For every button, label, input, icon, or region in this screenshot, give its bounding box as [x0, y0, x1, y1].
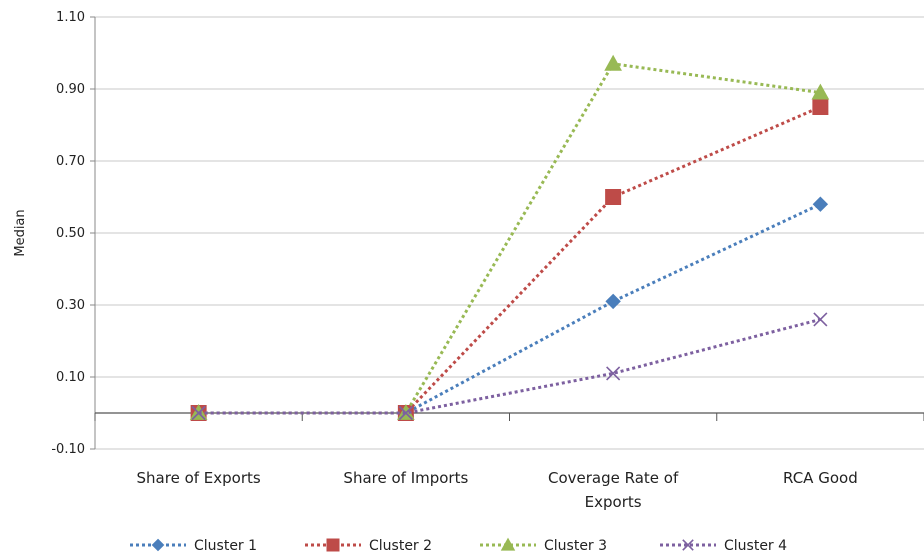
legend-item: Cluster 4 — [660, 538, 787, 554]
data-point — [398, 405, 413, 421]
y-tick-label: -0.10 — [51, 442, 85, 457]
y-tick-label: 0.90 — [56, 82, 85, 97]
y-tick-label: 0.30 — [56, 298, 85, 313]
y-axis-ticks: 1.10 0.90 0.70 0.50 0.30 0.10 -0.10 — [51, 10, 85, 457]
data-point — [606, 366, 621, 381]
series-1 — [190, 196, 829, 421]
data-point — [605, 189, 622, 205]
legend: Cluster 1 Cluster 2 Cluster 3 Cluster 4 — [130, 537, 787, 554]
series-line — [198, 105, 821, 415]
legend-label: Cluster 1 — [194, 538, 257, 554]
x-axis: Share of Exports Share of Imports Coverage… — [94, 17, 924, 511]
series-line — [198, 317, 821, 415]
legend-label: Cluster 4 — [724, 538, 787, 554]
data-point — [191, 405, 206, 421]
data-point — [604, 54, 622, 71]
data-point — [813, 312, 828, 327]
x-tick-label: Coverage Rate of — [548, 469, 679, 487]
data-point — [812, 196, 829, 212]
x-tick-label: Share of Imports — [343, 469, 468, 487]
series-line — [198, 62, 821, 415]
series-2 — [190, 99, 829, 421]
legend-item: Cluster 3 — [480, 537, 607, 554]
series-layer — [189, 54, 830, 421]
series-line — [198, 202, 822, 415]
y-tick-label: 0.70 — [56, 154, 85, 169]
x-tick-label: RCA Good — [783, 469, 858, 487]
x-tick-label: Share of Exports — [137, 469, 261, 487]
data-point — [605, 293, 621, 310]
gridlines — [90, 16, 924, 450]
series-3 — [189, 54, 830, 420]
legend-marker — [326, 538, 340, 552]
legend-item: Cluster 2 — [305, 538, 432, 554]
y-tick-label: 0.50 — [56, 226, 85, 241]
data-point — [812, 99, 829, 115]
legend-marker — [682, 539, 694, 551]
legend-marker — [151, 538, 165, 552]
data-point — [811, 83, 830, 100]
y-tick-label: 0.10 — [56, 370, 85, 385]
x-tick-label: Exports — [585, 493, 642, 511]
legend-label: Cluster 3 — [544, 538, 607, 554]
y-tick-label: 1.10 — [56, 10, 85, 25]
legend-item: Cluster 1 — [130, 538, 257, 554]
legend-marker — [500, 537, 516, 551]
series-4 — [191, 312, 828, 421]
y-axis-title: Median — [13, 209, 28, 256]
legend-label: Cluster 2 — [369, 538, 432, 554]
